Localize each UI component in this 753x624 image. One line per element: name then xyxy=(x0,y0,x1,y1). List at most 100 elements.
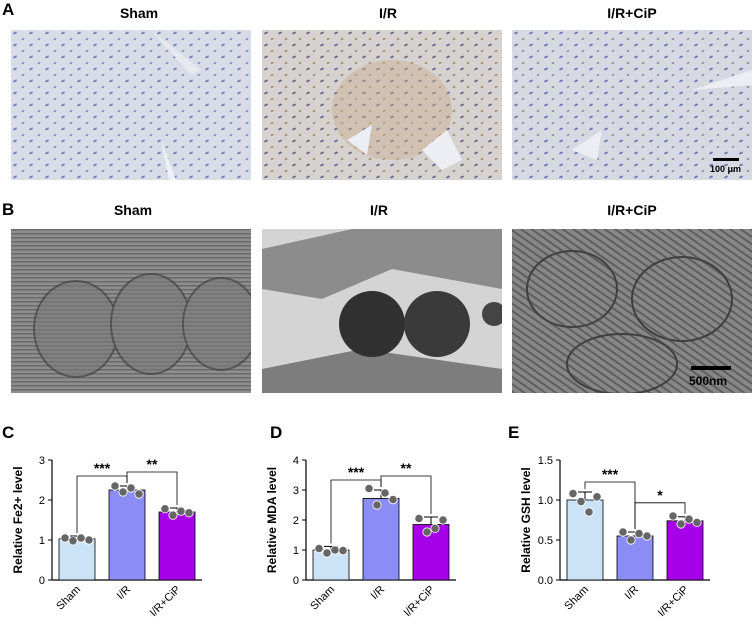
tem-texture-sham xyxy=(11,229,251,393)
x-tick-label: Sham xyxy=(562,584,591,613)
y-tick-label: 0 xyxy=(39,575,45,587)
significance-bracket xyxy=(380,475,432,514)
column-title-ir: I/R xyxy=(379,5,397,21)
y-tick-label: 4 xyxy=(293,455,299,467)
x-tick-label: I/R+CiP xyxy=(656,584,692,620)
tem-texture-ir xyxy=(262,229,502,393)
scale-bar-line-b xyxy=(691,366,731,370)
tem-image-ir-cip: 500nm xyxy=(512,229,752,393)
data-point xyxy=(110,481,120,491)
y-axis-label: Relative MDA level xyxy=(265,467,279,573)
tem-image-ir xyxy=(262,229,502,393)
column-title-sham-b: Sham xyxy=(113,202,153,218)
data-point xyxy=(618,527,628,537)
data-point xyxy=(314,543,324,554)
data-point xyxy=(134,489,144,499)
bar xyxy=(108,489,146,581)
x-tick-label: I/R xyxy=(115,584,133,602)
y-axis-label: Relative GSH level xyxy=(519,467,533,572)
tem-texture-ir-cip xyxy=(512,229,752,393)
data-point xyxy=(414,513,424,524)
data-point xyxy=(184,508,194,518)
tem-image-sham xyxy=(11,229,251,393)
ihc-image-sham xyxy=(11,30,251,180)
data-point xyxy=(422,527,432,537)
panel-label-c: C xyxy=(2,423,15,442)
x-tick-label: I/R+CiP xyxy=(148,584,184,620)
data-point xyxy=(388,494,398,505)
data-point xyxy=(430,523,440,534)
y-tick-label: 0.0 xyxy=(538,575,553,587)
y-tick-label: 1.0 xyxy=(538,495,553,507)
x-tick-label: I/R xyxy=(369,584,387,602)
data-point xyxy=(330,545,340,555)
scale-bar-label-a: 100 μm xyxy=(710,164,742,174)
significance-label: *** xyxy=(94,460,111,476)
significance-label: ** xyxy=(401,460,412,476)
panel-label-a: A xyxy=(2,0,15,19)
y-axis-label: Relative Fe2+ level xyxy=(11,466,25,573)
column-title-ir-cip-b: I/R+CiP xyxy=(607,202,657,218)
data-point xyxy=(692,517,702,528)
data-point xyxy=(364,483,374,494)
data-point xyxy=(568,488,578,499)
data-point xyxy=(322,548,332,558)
data-point xyxy=(676,519,686,529)
significance-label: ** xyxy=(147,456,158,472)
panel-label-d: D xyxy=(270,423,283,442)
data-point xyxy=(584,507,594,517)
x-tick-label: Sham xyxy=(54,584,83,613)
y-tick-label: 3 xyxy=(39,455,45,467)
y-tick-label: 1 xyxy=(293,545,299,557)
bar xyxy=(666,520,704,581)
significance-bracket xyxy=(126,471,178,505)
scale-bar-line-a xyxy=(713,158,739,161)
ihc-image-ir xyxy=(262,30,502,180)
bar xyxy=(616,535,654,581)
y-tick-label: 2 xyxy=(293,515,299,527)
ihc-texture-ir xyxy=(262,30,502,180)
x-tick-label: I/R+CiP xyxy=(402,584,438,620)
data-point xyxy=(642,531,652,541)
data-point xyxy=(76,533,86,543)
bar xyxy=(362,498,400,581)
column-title-ir-cip: I/R+CiP xyxy=(607,5,657,21)
data-point xyxy=(68,536,78,546)
x-tick-label: I/R xyxy=(623,584,641,602)
data-point xyxy=(380,488,390,498)
column-title-ir-b: I/R xyxy=(370,202,388,218)
bar xyxy=(158,511,196,581)
data-point xyxy=(634,529,644,539)
x-tick-label: Sham xyxy=(308,584,337,613)
data-point xyxy=(592,492,602,502)
ihc-image-ir-cip: 100 μm xyxy=(512,30,752,180)
data-point xyxy=(160,504,170,514)
data-point xyxy=(84,535,94,545)
y-tick-label: 0 xyxy=(293,575,299,587)
significance-label: * xyxy=(657,487,663,503)
data-point xyxy=(626,535,636,545)
y-tick-label: 0.5 xyxy=(538,535,553,547)
data-point xyxy=(668,511,678,521)
data-point xyxy=(372,500,382,510)
significance-label: *** xyxy=(348,464,365,480)
chart-gsh: Relative GSH level 0.0 0.5 1.0 1.5 Sham I/R I/R… xyxy=(519,455,710,620)
scale-bar-label-b: 500nm xyxy=(689,374,728,388)
data-point xyxy=(684,514,694,524)
data-point xyxy=(338,546,348,556)
data-point xyxy=(60,533,70,543)
panel-label-b: B xyxy=(2,200,15,219)
bar xyxy=(58,538,96,581)
data-point xyxy=(576,496,586,507)
data-point xyxy=(126,483,136,493)
y-tick-label: 2 xyxy=(39,495,45,507)
ihc-texture-sham xyxy=(11,30,251,180)
data-point xyxy=(168,510,178,520)
significance-label: *** xyxy=(602,466,619,482)
panel-label-e: E xyxy=(508,423,520,442)
data-point xyxy=(438,515,448,525)
significance-bracket xyxy=(634,502,686,529)
y-tick-label: 3 xyxy=(293,485,299,497)
